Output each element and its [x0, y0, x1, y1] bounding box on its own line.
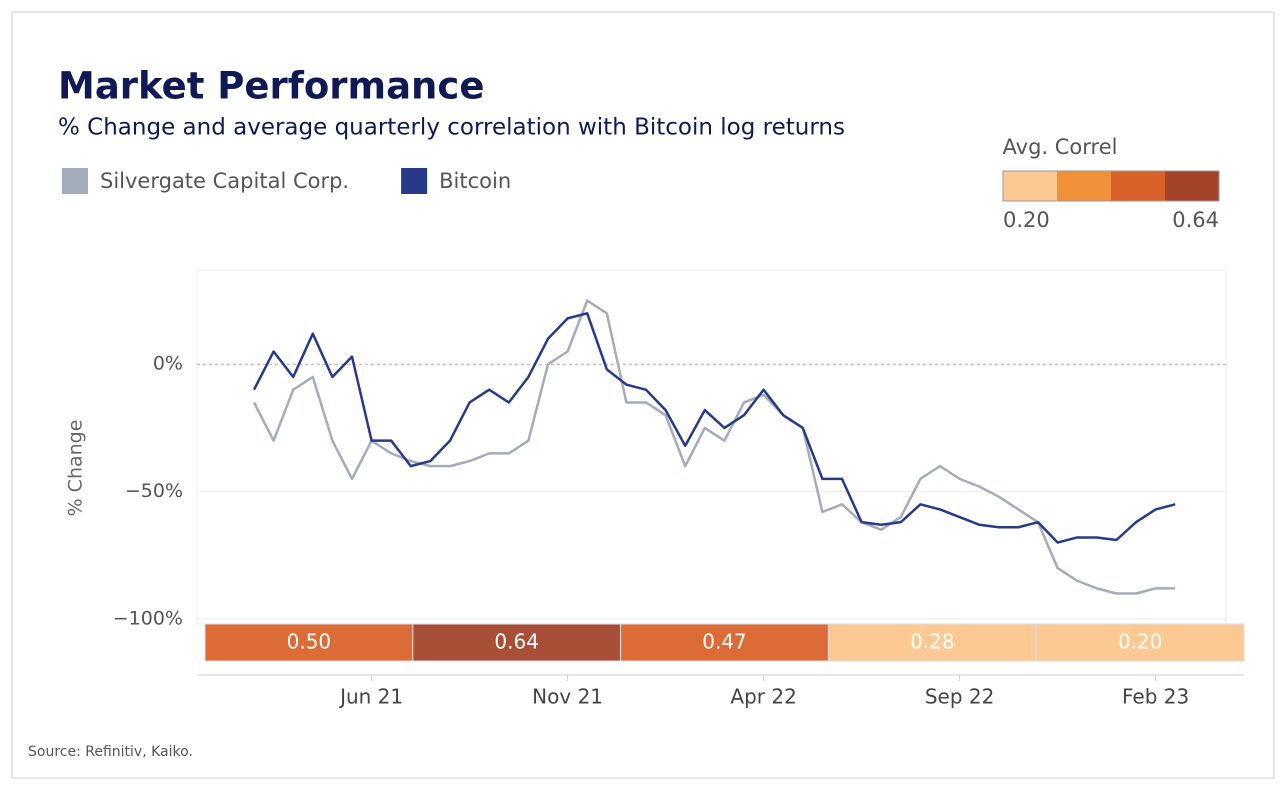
x-tick-label: Nov 21: [532, 685, 603, 709]
y-tick-label: −100%: [113, 607, 183, 629]
scale-title: Avg. Correl: [1003, 135, 1118, 159]
correlation-label: 0.64: [494, 630, 539, 654]
chart-title: Market Performance: [58, 65, 484, 108]
correlation-cell: [1035, 623, 1245, 662]
series-line: [252, 299, 1176, 595]
correlation-cell: [827, 623, 1037, 662]
correlation-label: 0.20: [1118, 630, 1163, 654]
correlation-label: 0.28: [910, 630, 955, 654]
y-axis-label: % Change: [65, 420, 87, 517]
source-note: Source: Refinitiv, Kaiko.: [28, 744, 193, 760]
correlation-cell: [620, 623, 829, 662]
legend-swatch: [62, 168, 88, 194]
legend-swatch: [401, 168, 428, 194]
x-tick-label: Sep 22: [925, 685, 995, 709]
legend-label: Bitcoin: [439, 169, 511, 193]
x-tick-label: Apr 22: [730, 685, 796, 709]
legend-label: Silvergate Capital Corp.: [100, 169, 349, 193]
scale-min-label: 0.20: [1003, 208, 1050, 232]
scale-max-label: 0.64: [1172, 208, 1219, 232]
scale-swatch: [1165, 171, 1219, 201]
x-tick-label: Feb 23: [1122, 685, 1189, 709]
scale-border: [1002, 170, 1220, 202]
scale-swatch: [1057, 171, 1111, 201]
y-tick-label: 0%: [153, 353, 183, 375]
x-tick-label: Jun 21: [338, 685, 403, 709]
correlation-cell: [412, 623, 622, 662]
correlation-cell: [204, 623, 414, 662]
correlation-label: 0.50: [287, 630, 332, 654]
y-tick-label: −50%: [125, 480, 183, 502]
series-line: [252, 312, 1176, 544]
chart-subtitle: % Change and average quarterly correlati…: [58, 115, 845, 141]
scale-swatch: [1111, 171, 1165, 201]
correlation-label: 0.47: [702, 630, 747, 654]
scale-swatch: [1003, 171, 1057, 201]
